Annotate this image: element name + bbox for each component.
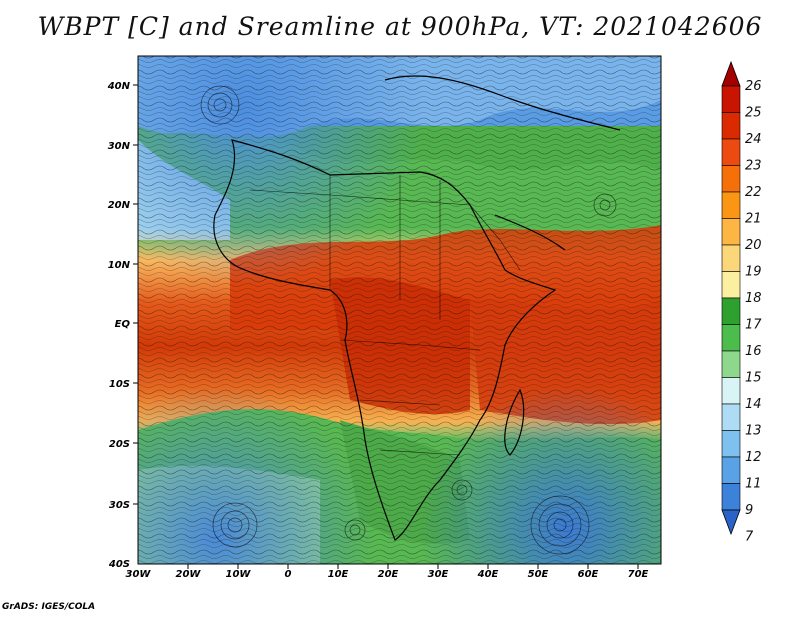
colorbar-label: 26 bbox=[745, 79, 762, 94]
colorbar-label: 16 bbox=[745, 344, 762, 359]
colorbar-swatch bbox=[721, 112, 741, 140]
colorbar: 26 25 24 23 22 21 20 19 18 17 16 15 14 13 12 11 9 7 bbox=[721, 60, 762, 545]
lat-label: 20N bbox=[108, 200, 131, 211]
colorbar-label: 18 bbox=[745, 291, 762, 306]
credit-text: GrADS: IGES/COLA bbox=[2, 602, 96, 612]
colorbar-label: 21 bbox=[745, 212, 762, 227]
lat-label: 30S bbox=[109, 500, 130, 511]
lat-label: 40S bbox=[108, 559, 130, 570]
lon-label: 50E bbox=[528, 569, 549, 580]
colorbar-label: 7 bbox=[745, 530, 754, 545]
colorbar-label: 11 bbox=[745, 477, 762, 492]
colorbar-swatch bbox=[721, 430, 741, 458]
lon-label: 40E bbox=[477, 569, 499, 580]
colorbar-label: 20 bbox=[745, 238, 762, 253]
colorbar-label: 22 bbox=[745, 185, 762, 200]
lat-label: 30N bbox=[108, 141, 131, 152]
colorbar-label: 13 bbox=[745, 424, 762, 439]
colorbar-swatch bbox=[721, 271, 741, 299]
colorbar-swatch bbox=[721, 456, 741, 484]
lat-label: 10N bbox=[108, 260, 131, 271]
map-border bbox=[137, 55, 662, 565]
lat-label: 40N bbox=[107, 81, 131, 92]
colorbar-swatch bbox=[721, 324, 741, 352]
country-borders bbox=[249, 175, 521, 456]
colorbar-label: 23 bbox=[745, 159, 762, 174]
colorbar-label: 17 bbox=[745, 318, 762, 333]
colorbar-swatch bbox=[721, 165, 741, 193]
colorbar-swatch bbox=[721, 377, 741, 405]
latitude-axis: 40N 30N 20N 10N EQ 10S 20S 30S 40S bbox=[107, 81, 138, 570]
colorbar-label: 14 bbox=[745, 397, 762, 412]
lat-label: 10S bbox=[109, 379, 130, 390]
lon-label: 30E bbox=[428, 569, 449, 580]
lon-label: 20E bbox=[378, 569, 399, 580]
lon-label: 10W bbox=[226, 569, 252, 580]
lon-label: 20W bbox=[176, 569, 202, 580]
colorbar-label: 19 bbox=[745, 265, 762, 280]
colorbar-swatch bbox=[721, 85, 741, 113]
colorbar-swatch bbox=[721, 403, 741, 431]
lon-label: 70E bbox=[628, 569, 649, 580]
colorbar-swatch bbox=[721, 191, 741, 219]
colorbar-swatch bbox=[721, 218, 741, 246]
colorbar-label: 12 bbox=[745, 450, 762, 465]
colorbar-label: 25 bbox=[745, 106, 762, 121]
colorbar-swatch bbox=[721, 297, 741, 325]
colorbar-top-arrow bbox=[721, 60, 741, 87]
map-title: WBPT [C] and Sreamline at 900hPa, VT: 20… bbox=[37, 12, 763, 41]
wbpt-field bbox=[138, 56, 661, 564]
colorbar-label: 24 bbox=[745, 132, 762, 147]
lat-label: 20S bbox=[109, 439, 130, 450]
longitude-axis: 30W 20W 10W 0 10E 20E 30E 40E 50E 60E 70… bbox=[126, 564, 649, 580]
lon-label: 60E bbox=[578, 569, 599, 580]
colorbar-swatch bbox=[721, 244, 741, 272]
lon-label: 30W bbox=[126, 569, 152, 580]
colorbar-bottom-arrow bbox=[721, 509, 741, 536]
colorbar-swatch bbox=[721, 138, 741, 166]
colorbar-label: 9 bbox=[745, 503, 753, 518]
lat-label: EQ bbox=[115, 319, 131, 330]
vortex-swirls bbox=[200, 85, 617, 555]
coastlines bbox=[213, 75, 621, 541]
lon-label: 10E bbox=[328, 569, 349, 580]
colorbar-swatch bbox=[721, 350, 741, 378]
colorbar-swatch bbox=[721, 483, 741, 511]
lon-label: 0 bbox=[285, 569, 292, 580]
colorbar-label: 15 bbox=[745, 371, 762, 386]
